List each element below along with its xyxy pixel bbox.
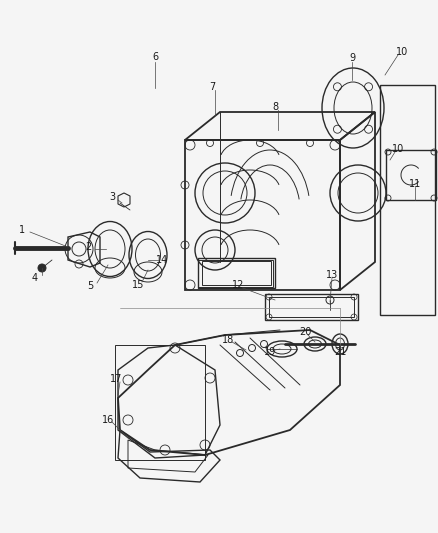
- Text: 16: 16: [102, 415, 114, 425]
- Text: 8: 8: [271, 102, 277, 112]
- Circle shape: [38, 264, 46, 272]
- Text: 9: 9: [348, 53, 354, 63]
- Text: 7: 7: [208, 82, 215, 92]
- Text: 14: 14: [155, 255, 168, 265]
- Text: 10: 10: [395, 47, 407, 57]
- Text: 11: 11: [408, 179, 420, 189]
- Text: 10: 10: [391, 144, 403, 154]
- Text: 5: 5: [87, 281, 93, 291]
- Text: 13: 13: [325, 270, 337, 280]
- Text: 19: 19: [263, 347, 276, 357]
- Text: 6: 6: [152, 52, 158, 62]
- Text: 20: 20: [298, 327, 311, 337]
- Text: 12: 12: [231, 280, 244, 290]
- Text: 21: 21: [333, 347, 346, 357]
- Text: 4: 4: [32, 273, 38, 283]
- Text: 3: 3: [109, 192, 115, 202]
- Text: 17: 17: [110, 374, 122, 384]
- Text: 2: 2: [85, 242, 91, 252]
- Text: 1: 1: [19, 225, 25, 235]
- Text: 18: 18: [221, 335, 233, 345]
- Text: 15: 15: [131, 280, 144, 290]
